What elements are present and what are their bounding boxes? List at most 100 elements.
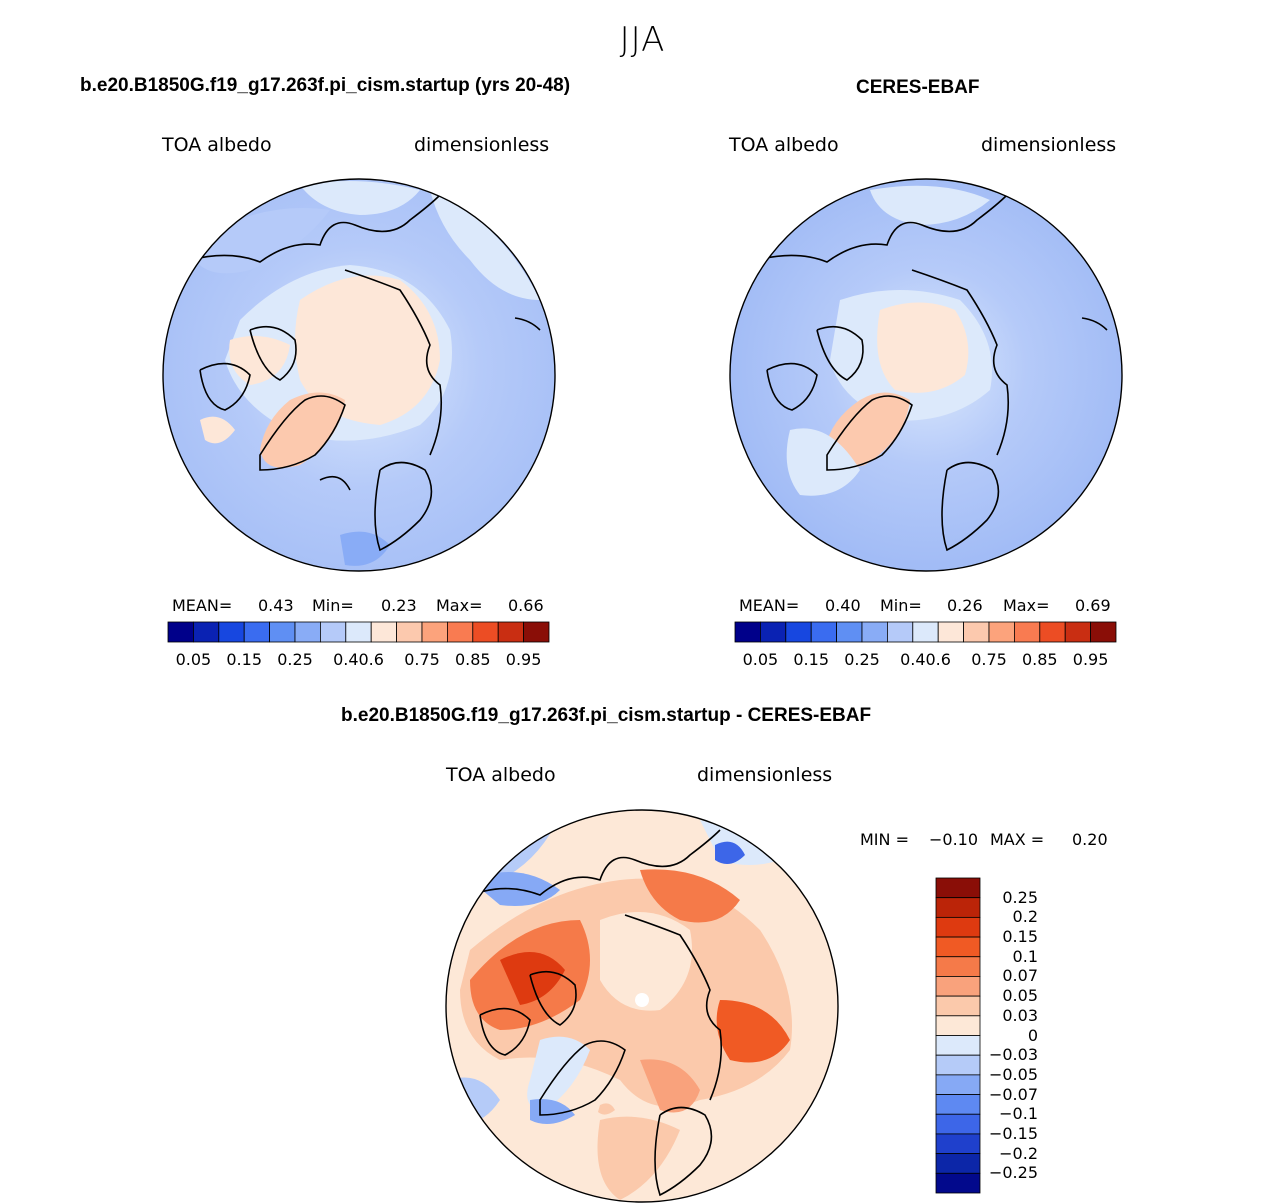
diff-colorbar-swatch-4 xyxy=(935,956,981,977)
diff-colorbar-tick-2: 0.15 xyxy=(1002,927,1038,947)
model-min-value: 0.23 xyxy=(381,596,417,615)
model-colorbar-tick-6: 0.85 xyxy=(454,650,491,669)
diff-min-value: −0.10 xyxy=(929,830,979,849)
diff-colorbar-tick-13: −0.2 xyxy=(999,1143,1038,1163)
obs-colorbar-swatch-1 xyxy=(760,621,787,643)
diff-colorbar-swatch-12 xyxy=(935,1113,981,1135)
diff-colorbar-tick-6: 0.03 xyxy=(1002,1005,1038,1025)
obs-colorbar-tick-4: 0.6 xyxy=(925,650,951,669)
obs-max-label: Max= xyxy=(1003,596,1050,615)
model-map xyxy=(163,179,555,571)
diff-max-value: 0.20 xyxy=(1072,830,1108,849)
diff-colorbar-tick-7: 0 xyxy=(1027,1025,1038,1045)
model-colorbar-swatch-14 xyxy=(523,621,550,643)
model-colorbar-swatch-12 xyxy=(472,621,499,643)
diff-colorbar-tick-0: 0.25 xyxy=(1002,887,1038,907)
obs-map xyxy=(730,179,1122,571)
model-colorbar-swatch-10 xyxy=(421,621,448,643)
model-colorbar xyxy=(167,621,550,643)
diff-max-label: MAX = xyxy=(990,830,1045,849)
diff-map xyxy=(446,810,838,1202)
diff-colorbar-swatch-2 xyxy=(935,916,981,938)
model-colorbar-swatch-4 xyxy=(269,621,296,643)
diff-colorbar-swatch-9 xyxy=(935,1054,981,1076)
model-colorbar-swatch-5 xyxy=(294,621,321,643)
diff-coastlines xyxy=(459,829,723,1197)
diff-colorbar-tick-5: 0.05 xyxy=(1002,986,1038,1006)
obs-variable-label: TOA albedo xyxy=(729,134,839,156)
diff-colorbar-tick-11: −0.1 xyxy=(999,1104,1038,1124)
model-mean-label: MEAN= xyxy=(172,596,233,615)
model-colorbar-swatch-2 xyxy=(218,621,245,643)
obs-colorbar-swatch-12 xyxy=(1039,621,1066,643)
obs-colorbar-swatch-8 xyxy=(937,621,965,643)
model-colorbar-swatch-6 xyxy=(319,621,347,643)
diff-colorbar-tick-1: 0.2 xyxy=(1012,907,1038,927)
obs-colorbar-tick-2: 0.25 xyxy=(844,650,880,669)
diff-colorbar-swatch-0 xyxy=(935,877,981,899)
obs-colorbar-swatch-11 xyxy=(1014,621,1041,643)
obs-colorbar-swatch-3 xyxy=(810,621,838,643)
obs-units-label: dimensionless xyxy=(981,134,1117,156)
obs-colorbar xyxy=(734,621,1117,643)
obs-coastlines xyxy=(756,194,1108,552)
model-colorbar-tick-0: 0.05 xyxy=(175,650,212,669)
diff-colorbar-tick-10: −0.07 xyxy=(988,1084,1038,1104)
obs-colorbar-swatch-9 xyxy=(963,621,990,643)
obs-colorbar-swatch-13 xyxy=(1064,621,1091,643)
diff-colorbar-swatch-11 xyxy=(935,1094,981,1115)
model-variable-label: TOA albedo xyxy=(162,134,272,156)
model-colorbar-swatch-0 xyxy=(167,621,194,643)
model-colorbar-swatch-3 xyxy=(243,621,270,643)
model-colorbar-swatch-9 xyxy=(396,621,423,643)
model-colorbar-tick-4: 0.6 xyxy=(358,650,384,669)
season-title: JJA xyxy=(619,20,666,60)
obs-max-value: 0.69 xyxy=(1075,596,1111,615)
obs-colorbar-tick-1: 0.15 xyxy=(793,650,829,669)
model-colorbar-tick-3: 0.4 xyxy=(333,650,359,669)
model-colorbar-tick-1: 0.15 xyxy=(226,650,262,669)
obs-colorbar-swatch-7 xyxy=(912,621,939,643)
obs-colorbar-tick-5: 0.75 xyxy=(971,650,1007,669)
diff-colorbar-tick-12: −0.15 xyxy=(988,1123,1038,1143)
obs-colorbar-tick-0: 0.05 xyxy=(742,650,779,669)
model-units-label: dimensionless xyxy=(414,134,550,156)
model-mean-value: 0.43 xyxy=(258,596,294,615)
obs-colorbar-swatch-5 xyxy=(861,621,888,643)
diff-colorbar-tick-14: −0.25 xyxy=(988,1163,1038,1183)
obs-colorbar-swatch-10 xyxy=(988,621,1015,643)
diff-colorbar-swatch-15 xyxy=(935,1172,981,1194)
obs-min-label: Min= xyxy=(880,596,922,615)
diff-min-label: MIN = xyxy=(860,830,909,849)
diff-colorbar-swatch-6 xyxy=(935,995,981,1017)
diff-colorbar-swatch-1 xyxy=(935,897,981,918)
model-colorbar-swatch-8 xyxy=(370,621,398,643)
obs-colorbar-swatch-14 xyxy=(1090,621,1117,643)
diff-colorbar-swatch-5 xyxy=(935,976,981,997)
diff-colorbar-swatch-8 xyxy=(935,1035,981,1056)
model-max-label: Max= xyxy=(436,596,483,615)
obs-panel-title: CERES-EBAF xyxy=(856,77,980,98)
diff-colorbar-swatch-7 xyxy=(935,1015,981,1036)
obs-colorbar-swatch-4 xyxy=(836,621,863,643)
diff-variable-label: TOA albedo xyxy=(446,764,556,786)
diff-colorbar-tick-8: −0.03 xyxy=(988,1045,1038,1065)
diff-colorbar xyxy=(935,877,981,1194)
diff-colorbar-swatch-13 xyxy=(935,1133,981,1155)
model-colorbar-swatch-13 xyxy=(497,621,525,643)
model-min-label: Min= xyxy=(312,596,354,615)
diff-colorbar-tick-3: 0.1 xyxy=(1012,946,1038,966)
model-panel-title: b.e20.B1850G.f19_g17.263f.pi_cism.startu… xyxy=(80,75,571,96)
diff-colorbar-swatch-3 xyxy=(935,936,981,958)
model-colorbar-swatch-1 xyxy=(192,621,220,643)
obs-colorbar-tick-6: 0.85 xyxy=(1021,650,1058,669)
obs-colorbar-swatch-2 xyxy=(785,621,812,643)
model-max-value: 0.66 xyxy=(508,596,544,615)
model-colorbar-tick-7: 0.95 xyxy=(505,650,542,669)
obs-colorbar-swatch-0 xyxy=(734,621,761,643)
diff-colorbar-tick-4: 0.07 xyxy=(1002,966,1038,986)
diff-panel-title: b.e20.B1850G.f19_g17.263f.pi_cism.startu… xyxy=(341,705,872,726)
model-coastlines xyxy=(189,194,541,552)
model-colorbar-swatch-7 xyxy=(345,621,372,643)
